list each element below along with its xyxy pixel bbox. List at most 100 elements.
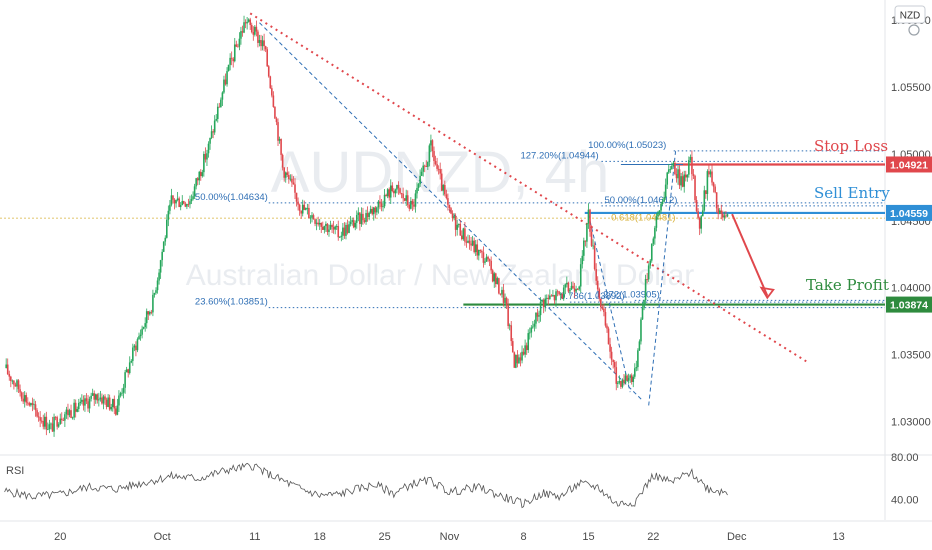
candle-body bbox=[610, 351, 613, 360]
candle-body bbox=[312, 215, 315, 220]
candle-body bbox=[128, 362, 131, 374]
candle-body bbox=[218, 106, 221, 108]
candle-body bbox=[643, 300, 645, 308]
candle-body bbox=[175, 200, 177, 204]
candle-body bbox=[671, 165, 673, 170]
candle-body bbox=[644, 279, 647, 301]
candle-body bbox=[468, 240, 471, 244]
candle-body bbox=[553, 295, 556, 301]
candle-body bbox=[178, 198, 180, 208]
candle-body bbox=[533, 323, 536, 327]
candle-body bbox=[40, 420, 43, 422]
candle-body bbox=[47, 429, 49, 430]
candle-body bbox=[84, 398, 86, 406]
currency-button[interactable]: NZD bbox=[894, 5, 926, 24]
candle-body bbox=[223, 79, 225, 93]
candle-body bbox=[434, 161, 437, 165]
candle-body bbox=[388, 189, 391, 198]
candle-body bbox=[490, 260, 492, 271]
candle-body bbox=[365, 213, 367, 222]
candle-body bbox=[527, 333, 530, 351]
candle-body bbox=[711, 171, 713, 183]
candle-body bbox=[453, 215, 455, 219]
candle-body bbox=[479, 249, 482, 251]
candle-body bbox=[56, 417, 58, 427]
candle-body bbox=[725, 215, 727, 217]
candle-body bbox=[284, 172, 287, 178]
candle-body bbox=[701, 210, 704, 217]
candle-body bbox=[567, 282, 570, 292]
candle-body bbox=[33, 404, 35, 406]
candle-body bbox=[99, 397, 102, 400]
candle-body bbox=[430, 140, 432, 146]
candle-body bbox=[450, 208, 452, 214]
candle-body bbox=[81, 399, 83, 402]
candle-body bbox=[192, 196, 194, 200]
candle-body bbox=[291, 178, 293, 183]
candle-body bbox=[11, 380, 14, 382]
candle-body bbox=[77, 403, 80, 410]
candle-body bbox=[410, 200, 412, 209]
candle-body bbox=[380, 203, 383, 208]
watermark-name: Australian Dollar / New Zealand Dollar bbox=[186, 259, 695, 292]
candle-body bbox=[28, 403, 31, 406]
candle-body bbox=[31, 403, 34, 405]
fib-level-label: 50.00%(1.04612) bbox=[605, 195, 678, 206]
candle-body bbox=[579, 264, 582, 287]
time-tick-label: 18 bbox=[314, 531, 326, 543]
candle-body bbox=[139, 334, 142, 337]
fib-level-label: 0.618(1.04481) bbox=[611, 212, 675, 223]
candle-body bbox=[62, 419, 65, 421]
candle-body bbox=[633, 368, 636, 377]
candle-body bbox=[108, 397, 111, 410]
candle-body bbox=[389, 185, 392, 198]
candle-body bbox=[10, 376, 12, 381]
candle-body bbox=[68, 410, 71, 416]
candle-body bbox=[667, 169, 670, 173]
candle-body bbox=[204, 153, 207, 160]
candle-body bbox=[264, 46, 267, 50]
candle-body bbox=[583, 240, 585, 256]
candle-body bbox=[101, 397, 103, 404]
candle-body bbox=[457, 223, 460, 225]
settings-icon-ring[interactable] bbox=[908, 24, 920, 36]
candle-body bbox=[193, 186, 196, 197]
candle-body bbox=[544, 298, 547, 307]
candle-body bbox=[697, 211, 699, 218]
chart-settings-icon[interactable] bbox=[908, 24, 920, 36]
candle-body bbox=[176, 198, 179, 201]
candle-body bbox=[456, 224, 458, 230]
candle-body bbox=[34, 404, 37, 411]
candle-body bbox=[629, 375, 631, 378]
candle-body bbox=[496, 278, 499, 285]
candle-body bbox=[647, 265, 650, 280]
candle-body bbox=[510, 325, 513, 342]
candle-body bbox=[331, 224, 333, 228]
candle-body bbox=[626, 375, 628, 381]
candle-body bbox=[220, 99, 222, 108]
candle-body bbox=[569, 289, 571, 292]
candle-body bbox=[504, 297, 506, 303]
candle-body bbox=[385, 194, 387, 197]
price-tick-label: 1.03500 bbox=[891, 350, 931, 362]
candle-body bbox=[334, 226, 336, 230]
candle-body bbox=[71, 417, 74, 419]
candle-body bbox=[515, 354, 517, 368]
candle-body bbox=[521, 351, 523, 361]
candle-body bbox=[402, 193, 404, 199]
candle-body bbox=[215, 118, 218, 121]
candle-body bbox=[612, 359, 614, 363]
candle-body bbox=[59, 418, 62, 425]
candle-body bbox=[275, 118, 278, 123]
currency-button-box[interactable] bbox=[894, 5, 926, 24]
candle-body bbox=[328, 229, 330, 233]
candle-body bbox=[209, 137, 211, 144]
candle-body bbox=[213, 120, 216, 133]
candle-body bbox=[723, 215, 726, 218]
projection-arrow bbox=[731, 213, 769, 297]
candle-body bbox=[113, 398, 116, 409]
candle-body bbox=[640, 319, 642, 342]
candle-body bbox=[226, 71, 228, 85]
candle-body bbox=[326, 223, 329, 233]
